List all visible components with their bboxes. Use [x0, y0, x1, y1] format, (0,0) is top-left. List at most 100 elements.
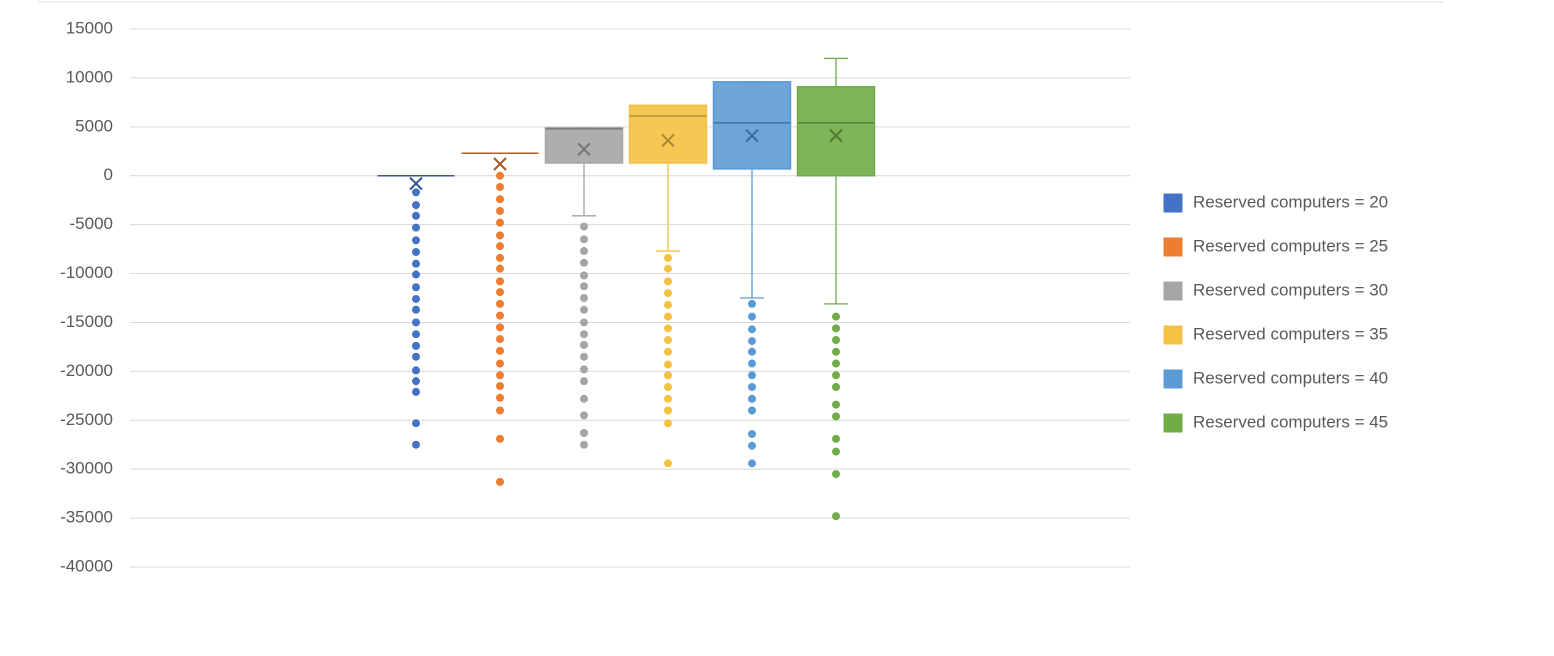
- legend-label: Reserved computers = 40: [1193, 368, 1388, 387]
- outlier: [748, 312, 756, 321]
- outlier: [580, 235, 588, 244]
- outlier: [496, 206, 504, 215]
- outlier: [580, 330, 588, 339]
- outlier: [580, 365, 588, 374]
- y-tick-label: -10000: [60, 263, 113, 282]
- outlier: [496, 371, 504, 380]
- outlier: [832, 447, 840, 456]
- outlier: [496, 253, 504, 262]
- outlier: [580, 428, 588, 437]
- y-tick-label: 5000: [75, 116, 113, 135]
- outlier: [412, 188, 420, 197]
- outlier: [496, 406, 504, 415]
- outlier: [496, 277, 504, 286]
- outlier: [412, 223, 420, 232]
- legend-label: Reserved computers = 25: [1193, 236, 1388, 255]
- outlier: [412, 352, 420, 361]
- outlier: [832, 347, 840, 356]
- outlier: [664, 312, 672, 321]
- outlier: [580, 271, 588, 280]
- outlier: [832, 312, 840, 321]
- outlier: [496, 323, 504, 332]
- outlier: [748, 383, 756, 392]
- outlier: [412, 330, 420, 339]
- outlier: [580, 222, 588, 231]
- legend-swatch: [1163, 369, 1183, 389]
- outlier: [496, 346, 504, 355]
- outlier: [664, 360, 672, 369]
- outlier: [496, 218, 504, 227]
- outlier: [580, 411, 588, 420]
- outlier: [412, 387, 420, 396]
- outlier: [748, 299, 756, 308]
- outlier: [580, 340, 588, 349]
- outlier: [412, 283, 420, 292]
- legend-swatch: [1163, 413, 1183, 433]
- outlier: [664, 394, 672, 403]
- outlier: [748, 459, 756, 468]
- outlier: [496, 382, 504, 391]
- outlier: [748, 371, 756, 380]
- outlier: [496, 288, 504, 297]
- outlier: [412, 270, 420, 279]
- legend-label: Reserved computers = 35: [1193, 324, 1388, 343]
- mean: [409, 176, 423, 191]
- y-tick-label: 0: [104, 165, 113, 184]
- y-tick-label: -25000: [60, 410, 113, 429]
- outlier: [832, 383, 840, 392]
- outlier: [496, 299, 504, 308]
- y-tick-label: 10000: [66, 67, 113, 86]
- outlier: [496, 231, 504, 240]
- outlier: [580, 247, 588, 256]
- outlier: [496, 264, 504, 273]
- outlier: [580, 318, 588, 327]
- box: [796, 85, 876, 177]
- outlier: [580, 258, 588, 267]
- outlier: [412, 211, 420, 220]
- outlier: [496, 195, 504, 204]
- outlier: [496, 335, 504, 344]
- legend-swatch: [1163, 325, 1183, 345]
- outlier: [664, 336, 672, 345]
- outlier: [496, 477, 504, 486]
- y-tick-label: -40000: [60, 556, 113, 575]
- outlier: [496, 242, 504, 251]
- box: [544, 127, 624, 164]
- legend-label: Reserved computers = 30: [1193, 280, 1388, 299]
- mean: [661, 133, 675, 148]
- outlier: [664, 459, 672, 468]
- mean: [829, 128, 843, 143]
- outlier: [664, 406, 672, 415]
- outlier: [580, 440, 588, 449]
- outlier: [664, 324, 672, 333]
- outlier: [412, 259, 420, 268]
- outlier: [412, 440, 420, 449]
- outlier: [664, 371, 672, 380]
- y-tick-label: -20000: [60, 361, 113, 380]
- outlier: [496, 393, 504, 402]
- outlier: [748, 359, 756, 368]
- outlier: [664, 300, 672, 309]
- outlier: [580, 282, 588, 291]
- outlier: [748, 325, 756, 334]
- outlier: [664, 383, 672, 392]
- outlier: [748, 394, 756, 403]
- legend-swatch: [1163, 281, 1183, 301]
- legend-label: Reserved computers = 45: [1193, 412, 1388, 431]
- outlier: [496, 171, 504, 180]
- outlier: [664, 277, 672, 286]
- outlier: [748, 441, 756, 450]
- outlier: [664, 253, 672, 262]
- outlier: [832, 336, 840, 345]
- outlier: [412, 294, 420, 303]
- legend-swatch: [1163, 193, 1183, 213]
- y-tick-label: -30000: [60, 459, 113, 478]
- outlier: [580, 305, 588, 314]
- outlier: [832, 512, 840, 521]
- outlier: [832, 412, 840, 421]
- mean: [493, 157, 507, 171]
- outlier: [664, 264, 672, 273]
- outlier: [412, 377, 420, 386]
- outlier: [496, 359, 504, 368]
- outlier: [664, 347, 672, 356]
